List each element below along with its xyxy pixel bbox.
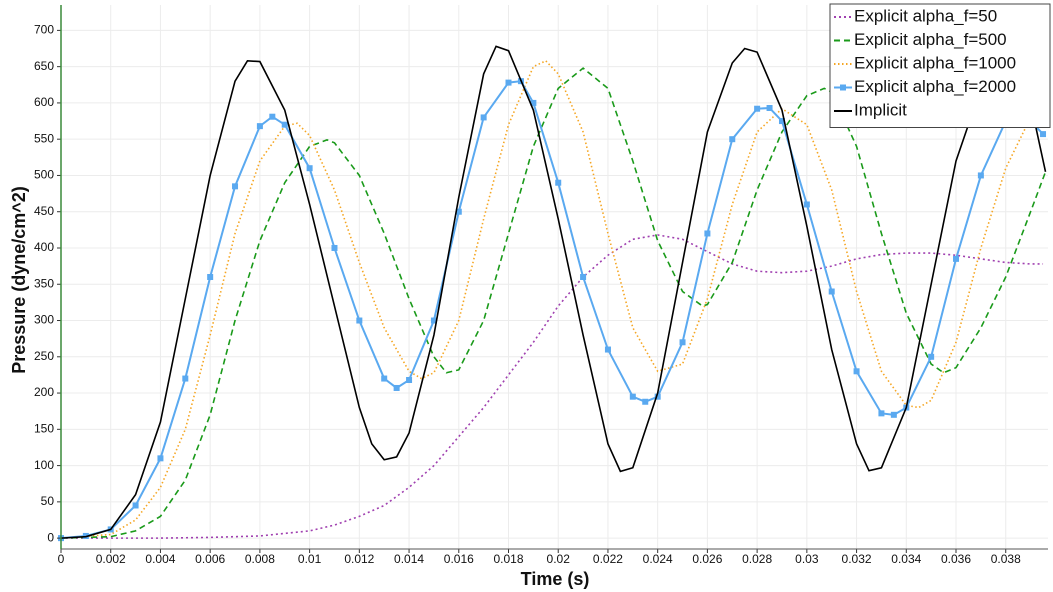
point-marker xyxy=(306,165,313,172)
x-tick-label: 0.012 xyxy=(344,552,374,566)
y-axis-label: Pressure (dyne/cm^2) xyxy=(9,186,29,374)
x-tick-label: 0.004 xyxy=(145,552,175,566)
x-tick-label: 0.024 xyxy=(643,552,673,566)
point-marker xyxy=(269,113,276,120)
point-marker xyxy=(977,172,984,179)
legend: Explicit alpha_f=50 Explicit alpha_f=500 E… xyxy=(829,3,1051,128)
point-marker xyxy=(256,123,263,130)
x-tick-label: 0.022 xyxy=(593,552,623,566)
y-tick-label: 550 xyxy=(34,131,54,145)
x-tick-label: 0.034 xyxy=(891,552,921,566)
point-marker xyxy=(890,411,897,418)
y-tick-label: 650 xyxy=(34,59,54,73)
point-marker xyxy=(132,502,139,509)
y-tick-label: 400 xyxy=(34,240,54,254)
point-marker xyxy=(803,201,810,208)
point-marker xyxy=(853,368,860,375)
point-marker xyxy=(704,230,711,237)
y-tick-label: 250 xyxy=(34,349,54,363)
point-marker xyxy=(654,393,661,400)
point-marker xyxy=(157,455,164,462)
legend-label: Explicit alpha_f=2000 xyxy=(854,77,1016,96)
point-marker xyxy=(505,79,512,86)
point-marker xyxy=(281,121,288,128)
plot xyxy=(58,45,1047,542)
x-tick-label: 0.03 xyxy=(795,552,819,566)
y-tick-label: 600 xyxy=(34,95,54,109)
point-marker xyxy=(381,375,388,382)
y-tick-label: 0 xyxy=(47,530,54,544)
x-tick-label: 0.028 xyxy=(742,552,772,566)
x-axis-label: Time (s) xyxy=(521,569,590,589)
point-marker xyxy=(455,208,462,215)
x-tick-label: 0.008 xyxy=(245,552,275,566)
x-tick-label: 0.02 xyxy=(547,552,571,566)
point-marker xyxy=(207,274,214,280)
legend-label: Explicit alpha_f=1000 xyxy=(854,53,1016,72)
point-marker xyxy=(729,136,736,143)
point-marker xyxy=(182,375,189,382)
point-marker xyxy=(393,384,400,391)
legend-label: Explicit alpha_f=50 xyxy=(854,6,997,25)
x-tick-label: 0 xyxy=(58,552,65,566)
series-line xyxy=(60,59,1044,539)
point-marker xyxy=(928,353,935,360)
x-tick-label: 0.018 xyxy=(493,552,523,566)
y-tick-label: 700 xyxy=(34,23,54,37)
x-tick-label: 0.038 xyxy=(991,552,1021,566)
axes: 0 0.002 0.004 0.006 0.008 0.01 0.012 0.014 0.016… xyxy=(34,5,1048,566)
y-tick-label: 50 xyxy=(41,494,55,508)
y-tick-label: 500 xyxy=(34,168,54,182)
point-marker xyxy=(604,346,611,353)
point-marker xyxy=(555,179,562,186)
x-tick-label: 0.002 xyxy=(96,552,126,566)
point-marker xyxy=(232,183,239,190)
point-marker xyxy=(766,104,773,111)
point-marker xyxy=(629,393,636,400)
legend-marker xyxy=(840,84,846,91)
point-marker xyxy=(406,376,413,383)
y-tick-label: 350 xyxy=(34,276,54,290)
legend-label: Implicit xyxy=(854,100,907,119)
point-marker xyxy=(953,255,960,262)
legend-label: Explicit alpha_f=500 xyxy=(854,30,1007,49)
point-marker xyxy=(1040,131,1047,138)
point-marker xyxy=(480,114,487,121)
x-tick-label: 0.032 xyxy=(842,552,872,566)
point-marker xyxy=(828,288,835,295)
point-marker xyxy=(331,244,338,251)
y-tick-label: 150 xyxy=(34,421,54,435)
x-tick-label: 0.036 xyxy=(941,552,971,566)
point-marker xyxy=(580,274,587,280)
point-marker xyxy=(356,317,363,324)
series-line xyxy=(60,45,1047,539)
y-tick-label: 300 xyxy=(34,313,54,327)
legend-box xyxy=(829,3,1051,128)
x-tick-label: 0.026 xyxy=(692,552,722,566)
point-marker xyxy=(642,398,649,405)
point-marker xyxy=(754,105,761,112)
point-marker xyxy=(778,118,785,125)
y-tick-label: 100 xyxy=(34,458,54,472)
point-marker xyxy=(430,317,437,324)
point-marker xyxy=(530,99,537,106)
point-marker xyxy=(878,410,885,417)
y-tick-label: 450 xyxy=(34,204,54,218)
point-marker xyxy=(679,339,686,346)
x-tick-label: 0.014 xyxy=(394,552,424,566)
y-tick-label: 200 xyxy=(34,385,54,399)
series-line xyxy=(61,234,1044,539)
x-tick-label: 0.016 xyxy=(444,552,474,566)
x-tick-label: 0.006 xyxy=(195,552,225,566)
series-line xyxy=(60,67,1047,539)
x-tick-label: 0.01 xyxy=(298,552,322,566)
